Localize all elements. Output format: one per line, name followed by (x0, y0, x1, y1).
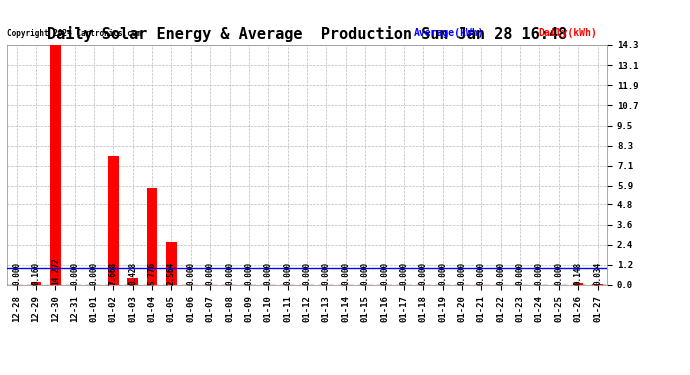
Bar (592, 284, 603, 285)
Text: 0.000: 0.000 (186, 261, 195, 285)
Text: 0.000: 0.000 (302, 261, 312, 285)
Text: 0.000: 0.000 (206, 261, 215, 285)
Text: 0.000: 0.000 (400, 261, 408, 285)
Bar (573, 282, 584, 285)
Text: 0.000: 0.000 (496, 261, 505, 285)
Text: 0.000: 0.000 (283, 261, 292, 285)
Text: 0.034: 0.034 (593, 261, 602, 285)
Bar (166, 242, 177, 285)
Bar (50, 45, 61, 285)
Text: 5.776: 5.776 (148, 261, 157, 285)
Text: 0.000: 0.000 (457, 261, 466, 285)
Text: 0.000: 0.000 (477, 261, 486, 285)
Text: Average(kWh): Average(kWh) (414, 27, 484, 38)
Bar (147, 188, 157, 285)
Text: 0.000: 0.000 (515, 261, 524, 285)
Text: 0.000: 0.000 (342, 261, 351, 285)
Title: Daily Solar Energy & Average  Production Sun Jan 28 16:48: Daily Solar Energy & Average Production … (47, 27, 567, 42)
Text: 0.000: 0.000 (225, 261, 234, 285)
Bar (108, 156, 119, 285)
Text: 0.000: 0.000 (554, 261, 563, 285)
Text: 7.668: 7.668 (109, 261, 118, 285)
Text: 0.000: 0.000 (70, 261, 79, 285)
Text: 0.148: 0.148 (573, 261, 582, 285)
Text: Copyright 2024 Cartronics.com: Copyright 2024 Cartronics.com (7, 28, 141, 38)
Text: Daily(kWh): Daily(kWh) (538, 27, 597, 38)
Text: 0.000: 0.000 (244, 261, 253, 285)
Text: 2.564: 2.564 (167, 261, 176, 285)
Text: 0.000: 0.000 (322, 261, 331, 285)
Bar (128, 278, 138, 285)
Text: 0.000: 0.000 (535, 261, 544, 285)
Bar (30, 282, 41, 285)
Text: 0.000: 0.000 (361, 261, 370, 285)
Text: 14.272: 14.272 (51, 257, 60, 285)
Text: 0.428: 0.428 (128, 261, 137, 285)
Text: 0.000: 0.000 (12, 261, 21, 285)
Text: 0.000: 0.000 (90, 261, 99, 285)
Text: 0.000: 0.000 (380, 261, 389, 285)
Text: 0.000: 0.000 (419, 261, 428, 285)
Text: 0.000: 0.000 (438, 261, 447, 285)
Text: 0.160: 0.160 (32, 261, 41, 285)
Text: 0.000: 0.000 (264, 261, 273, 285)
